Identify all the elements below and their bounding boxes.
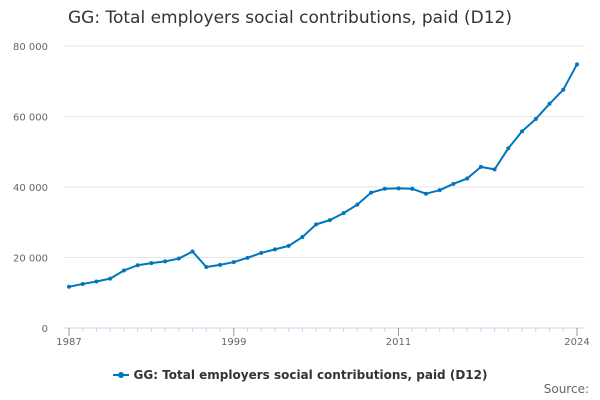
x-tick-label: 2024: [564, 337, 589, 348]
data-point[interactable]: [149, 261, 154, 266]
data-point[interactable]: [314, 222, 319, 227]
data-point[interactable]: [135, 263, 140, 268]
data-point[interactable]: [259, 250, 264, 255]
data-point[interactable]: [437, 188, 442, 193]
data-point[interactable]: [204, 265, 209, 270]
chart-title: GG: Total employers social contributions…: [68, 8, 512, 28]
data-point[interactable]: [382, 186, 387, 191]
data-point[interactable]: [163, 259, 168, 264]
legend-line-icon: [112, 372, 129, 378]
data-point[interactable]: [108, 276, 113, 281]
x-tick-label: 1987: [56, 337, 81, 348]
data-point[interactable]: [121, 268, 126, 273]
data-point[interactable]: [575, 62, 579, 67]
x-tick-label: 1999: [221, 337, 246, 348]
data-point[interactable]: [355, 202, 360, 207]
grid-lines: [64, 45, 585, 258]
data-point[interactable]: [533, 116, 538, 121]
series: [67, 62, 579, 289]
y-tick-label: 40 000: [13, 183, 48, 194]
data-point[interactable]: [245, 255, 250, 260]
data-point[interactable]: [218, 262, 223, 267]
legend-label: GG: Total employers social contributions…: [133, 368, 488, 382]
data-point[interactable]: [478, 164, 483, 169]
data-point[interactable]: [465, 176, 470, 181]
legend[interactable]: GG: Total employers social contributions…: [0, 365, 600, 382]
x-tick-label: 2011: [386, 337, 411, 348]
y-tick-label: 0: [42, 324, 48, 335]
y-tick-label: 60 000: [13, 113, 48, 124]
data-point[interactable]: [451, 181, 456, 186]
data-point[interactable]: [561, 87, 566, 92]
source-label: Source:: [543, 382, 589, 396]
data-point[interactable]: [286, 243, 291, 248]
data-point[interactable]: [67, 284, 71, 289]
data-point[interactable]: [327, 218, 332, 223]
data-point[interactable]: [369, 190, 374, 195]
data-point[interactable]: [423, 191, 428, 196]
data-point[interactable]: [410, 186, 415, 191]
data-point[interactable]: [300, 235, 305, 240]
data-point[interactable]: [190, 249, 195, 254]
data-point[interactable]: [506, 146, 511, 151]
legend-item[interactable]: GG: Total employers social contributions…: [112, 368, 488, 382]
data-point[interactable]: [231, 260, 236, 265]
data-point[interactable]: [547, 101, 552, 106]
data-point[interactable]: [272, 247, 277, 252]
data-point[interactable]: [176, 256, 181, 261]
y-tick-label: 20 000: [13, 254, 48, 265]
axes: 0 20 000 40 000 60 000 80 000 1987 1999 2011 202…: [13, 42, 590, 348]
y-tick-label: 80 000: [13, 42, 48, 53]
data-point[interactable]: [341, 211, 346, 216]
data-point[interactable]: [94, 279, 99, 284]
data-point[interactable]: [492, 167, 497, 172]
series-line[interactable]: [68, 63, 578, 288]
data-point[interactable]: [80, 281, 85, 286]
data-point[interactable]: [520, 129, 525, 134]
data-point[interactable]: [396, 186, 401, 191]
